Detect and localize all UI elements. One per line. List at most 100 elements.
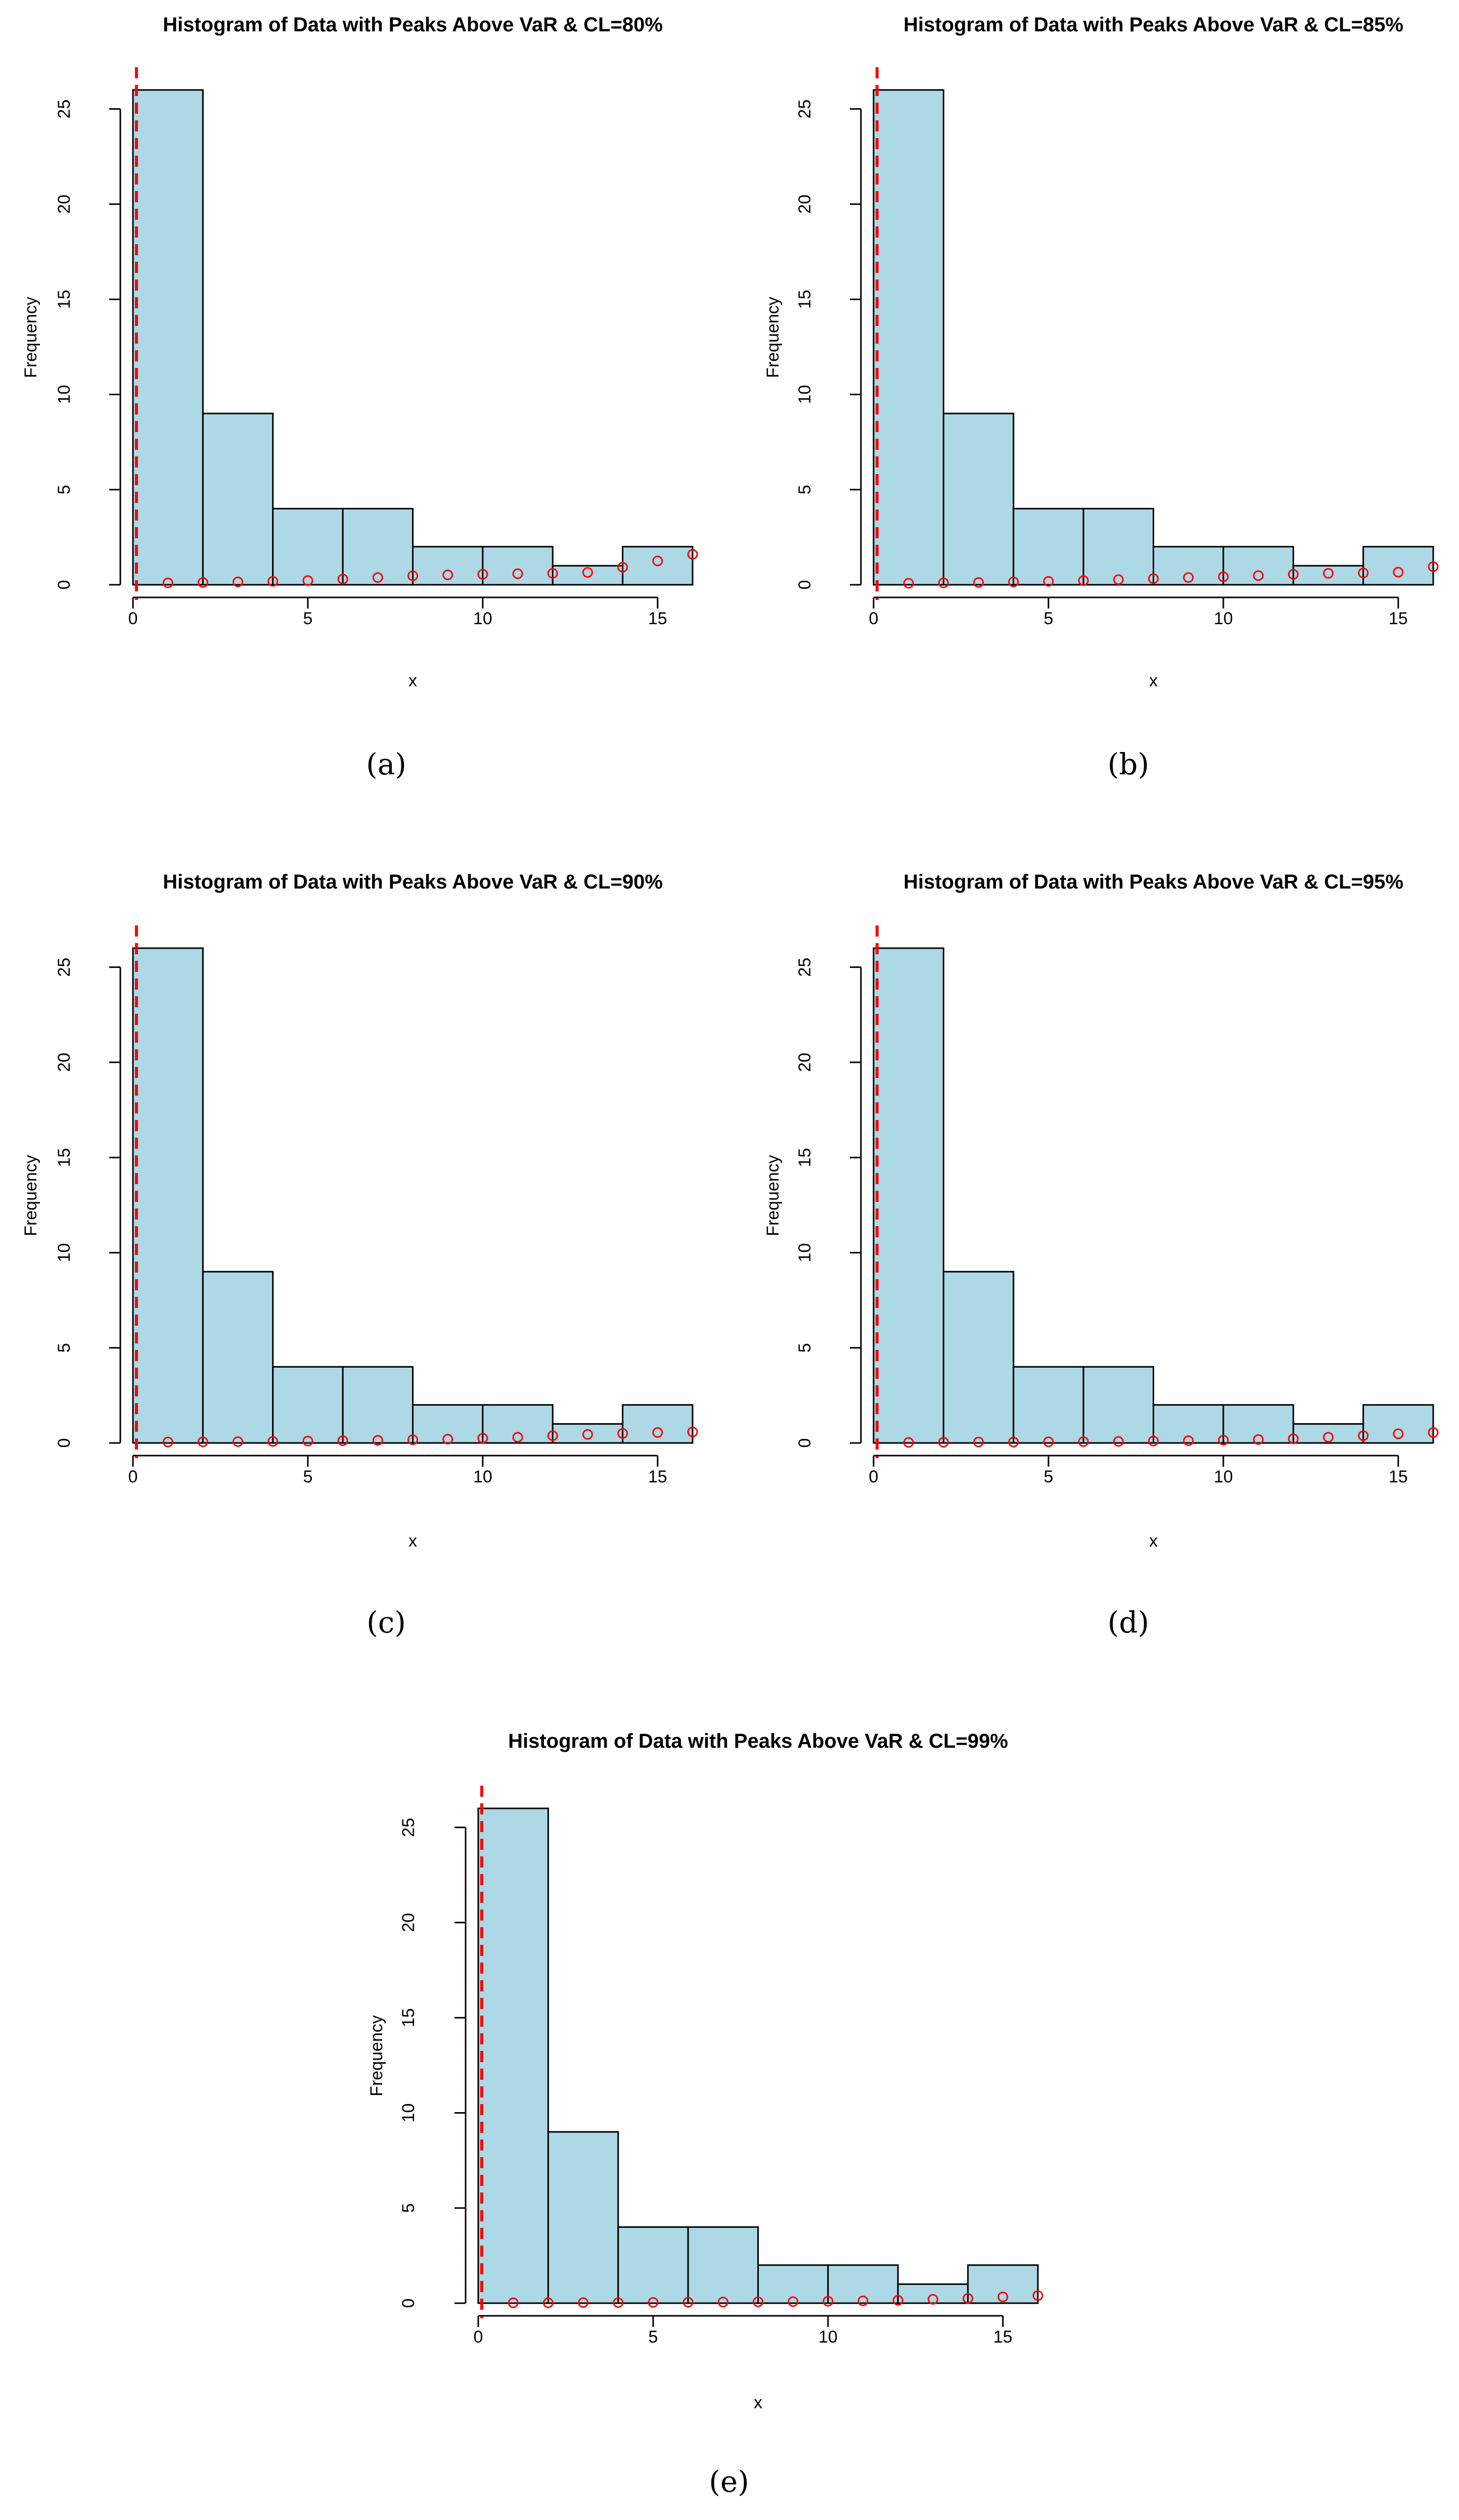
- peak-point: [542, 2297, 554, 2308]
- peak-point: [233, 1436, 244, 1447]
- peak-point: [652, 1427, 663, 1438]
- histogram-bar: [967, 2264, 1039, 2304]
- peak-point: [302, 575, 313, 586]
- subfigure-caption: (b): [1108, 747, 1149, 781]
- histogram-bar: [873, 89, 944, 586]
- chart-title: Histogram of Data with Peaks Above VaR &…: [903, 871, 1403, 893]
- y-tick-label: 25: [399, 1818, 418, 1837]
- peak-point: [197, 1436, 208, 1448]
- x-tick-label: 15: [993, 2327, 1013, 2347]
- y-tick-label: 5: [55, 485, 74, 494]
- x-tick-label: 10: [1214, 609, 1233, 628]
- y-axis-label: Frequency: [763, 297, 783, 378]
- histogram-bar: [1013, 1366, 1084, 1444]
- peak-point: [1428, 561, 1439, 572]
- y-tick-label: 0: [55, 1438, 74, 1448]
- subfigure-caption: (e): [709, 2464, 749, 2499]
- peak-point: [1428, 1427, 1439, 1438]
- peak-point: [442, 569, 453, 580]
- peak-point: [1113, 574, 1124, 585]
- peak-point: [903, 578, 914, 589]
- peak-point: [1032, 2290, 1043, 2301]
- histogram-bar: [942, 412, 1015, 586]
- peak-point: [547, 1430, 558, 1441]
- x-tick-label: 0: [869, 609, 879, 628]
- peak-point: [162, 577, 173, 588]
- peak-point: [903, 1437, 914, 1448]
- peak-point: [857, 2295, 869, 2306]
- peak-point: [613, 2297, 624, 2308]
- chart-title: Histogram of Data with Peaks Above VaR &…: [903, 14, 1403, 36]
- y-tick-label: 20: [795, 1053, 814, 1072]
- peak-point: [477, 1433, 488, 1444]
- peak-point: [372, 1435, 383, 1446]
- y-tick-label: 25: [795, 958, 814, 977]
- peak-point: [578, 2297, 589, 2308]
- histogram-bar: [617, 2226, 689, 2304]
- peak-point: [1113, 1436, 1124, 1447]
- y-tick-label: 25: [55, 100, 74, 119]
- peak-point: [512, 1432, 523, 1443]
- peak-point: [927, 2294, 938, 2305]
- y-tick-label: 10: [55, 385, 74, 404]
- y-tick-label: 15: [55, 1148, 74, 1167]
- x-tick-label: 15: [648, 1467, 667, 1486]
- histogram-bar: [1082, 1366, 1154, 1444]
- histogram-bar: [482, 1404, 554, 1444]
- x-axis-label: x: [408, 671, 417, 690]
- y-tick-label: 0: [55, 580, 74, 590]
- peak-point: [717, 2297, 728, 2308]
- x-tick-label: 5: [648, 2327, 658, 2347]
- histogram-bar: [482, 546, 554, 586]
- peak-point: [652, 555, 663, 567]
- y-tick-label: 15: [795, 1148, 814, 1167]
- peak-point: [617, 562, 628, 573]
- peak-point: [162, 1436, 173, 1448]
- histogram-bar: [412, 1404, 484, 1444]
- peak-point: [1008, 576, 1019, 587]
- x-tick-label: 15: [1389, 609, 1408, 628]
- y-tick-label: 0: [399, 2299, 418, 2308]
- y-axis-label: Frequency: [763, 1155, 783, 1236]
- x-tick-label: 0: [128, 1467, 138, 1486]
- subfigure-caption: (c): [367, 1605, 406, 1640]
- x-tick-label: 10: [473, 1467, 492, 1486]
- y-tick-label: 5: [55, 1343, 74, 1352]
- peak-point: [973, 577, 984, 588]
- peak-point: [582, 1429, 593, 1440]
- y-tick-label: 20: [795, 195, 814, 214]
- chart-title: Histogram of Data with Peaks Above VaR &…: [508, 1730, 1008, 1752]
- chart-panel-b: Histogram of Data with Peaks Above VaR &…: [763, 14, 1439, 781]
- y-tick-label: 20: [55, 195, 74, 214]
- peak-point: [1358, 568, 1369, 579]
- histogram-bar: [1153, 546, 1224, 586]
- peak-point: [973, 1436, 984, 1448]
- peak-point: [508, 2297, 519, 2308]
- y-tick-label: 25: [55, 958, 74, 977]
- y-tick-label: 10: [399, 2104, 418, 2123]
- peak-point: [267, 576, 279, 587]
- peak-point: [938, 577, 949, 588]
- histogram-bar: [687, 2226, 759, 2304]
- y-tick-label: 20: [399, 1913, 418, 1932]
- x-tick-label: 5: [1043, 609, 1053, 628]
- x-tick-label: 15: [648, 609, 667, 628]
- peak-point: [442, 1433, 453, 1444]
- peak-point: [1148, 573, 1159, 584]
- peak-point: [1183, 572, 1194, 583]
- x-axis-label: x: [408, 1531, 417, 1551]
- peak-point: [753, 2296, 763, 2307]
- peak-point: [1148, 1435, 1159, 1446]
- peak-point: [892, 2295, 903, 2306]
- chart-title: Histogram of Data with Peaks Above VaR &…: [163, 871, 663, 893]
- histogram-bar: [1153, 1404, 1224, 1444]
- peak-point: [547, 568, 558, 579]
- x-axis-label: x: [1149, 1531, 1158, 1551]
- x-tick-label: 0: [474, 2327, 483, 2347]
- histogram-bar: [897, 2283, 969, 2304]
- y-tick-label: 15: [399, 2008, 418, 2027]
- peak-point: [963, 2293, 974, 2304]
- histogram-bar: [1082, 507, 1154, 586]
- peak-point: [1218, 571, 1229, 582]
- histogram-bar: [552, 565, 624, 586]
